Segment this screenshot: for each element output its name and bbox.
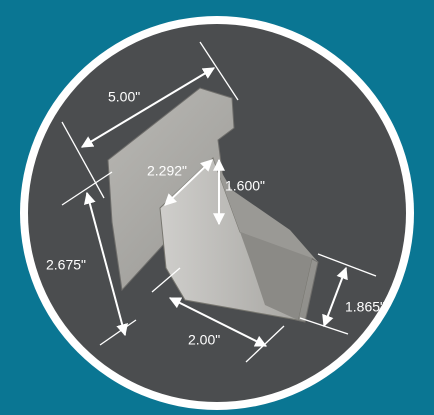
extension-line xyxy=(61,171,113,206)
dimension-label: 1.600" xyxy=(225,178,265,194)
extension-line xyxy=(61,121,105,199)
dimension-line xyxy=(83,191,129,337)
dimension-line xyxy=(322,266,348,328)
dimension-label: 2.292" xyxy=(147,163,187,179)
bracket-top-edge xyxy=(213,158,318,262)
dimension-label: 2.675" xyxy=(46,257,86,273)
dimension-line xyxy=(80,67,216,148)
dimension-label: 1.865" xyxy=(345,299,385,315)
dimension-label: 2.00" xyxy=(188,332,220,348)
dimension-line xyxy=(168,297,268,347)
dimension-label: 5.00" xyxy=(108,89,140,105)
dimension-line xyxy=(164,159,213,206)
extension-line xyxy=(317,253,377,277)
extension-line xyxy=(151,267,181,293)
bracket-side xyxy=(240,232,312,320)
extension-line xyxy=(199,41,239,101)
